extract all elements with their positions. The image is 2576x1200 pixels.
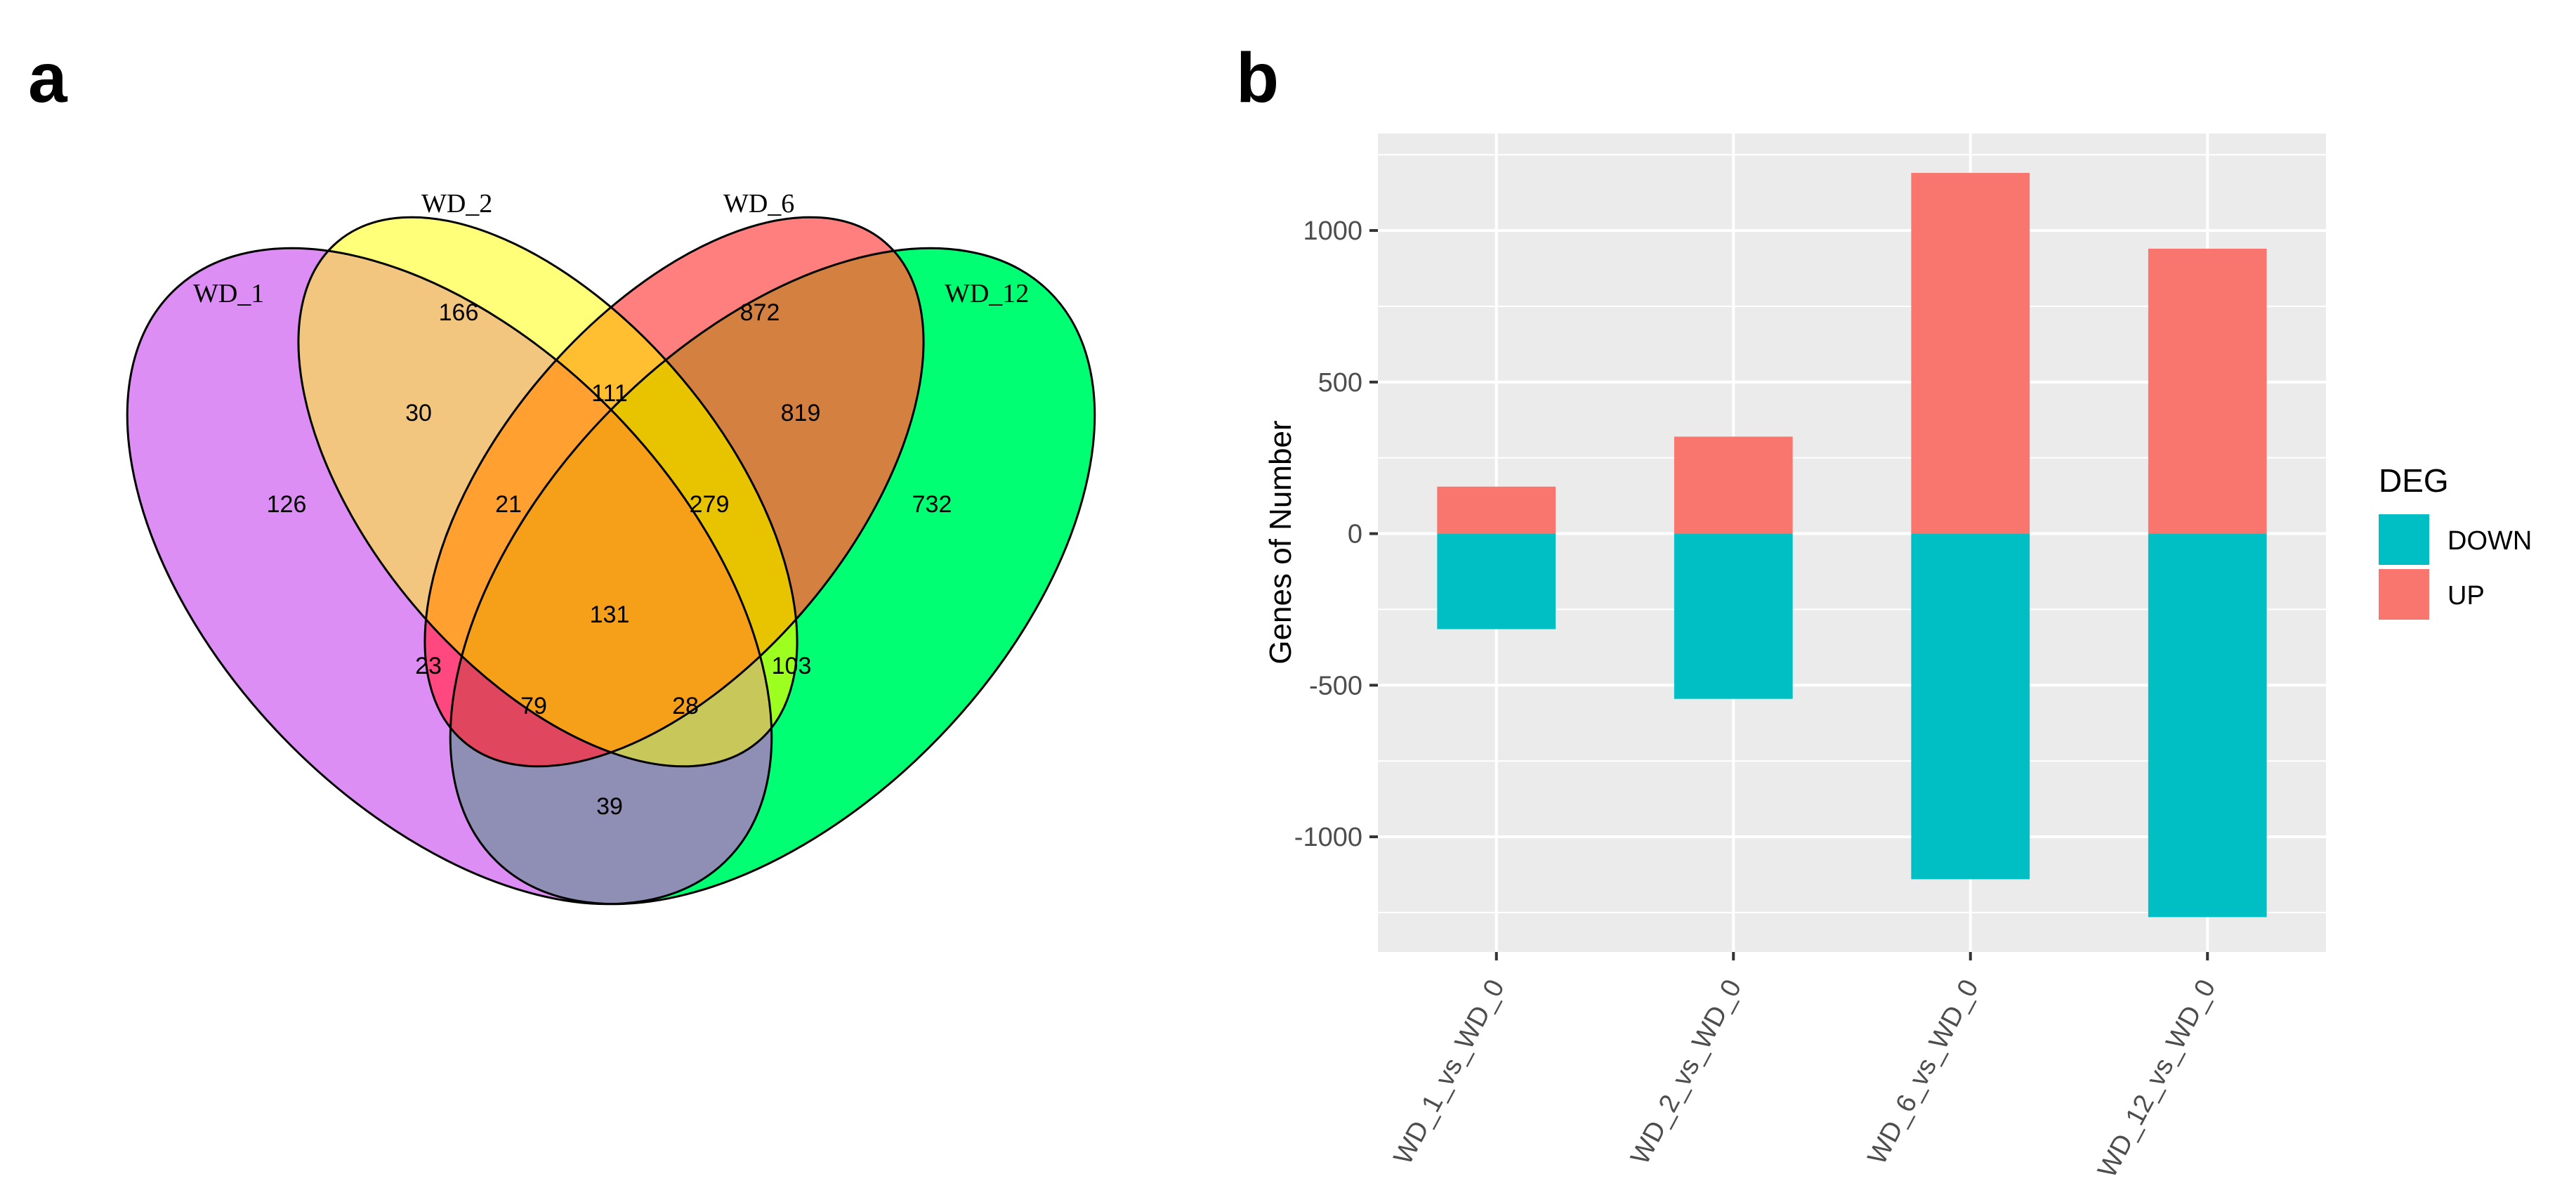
venn-diagram: WD_1 WD_2 WD_6 WD_12 126 166 872 732 30 … bbox=[126, 189, 1096, 906]
x-tick-label: WD_2_vs_WD_0 bbox=[1625, 975, 1747, 1170]
x-tick-label: WD_12_vs_WD_0 bbox=[2092, 975, 2221, 1183]
venn-set-label-wd2: WD_2 bbox=[421, 189, 492, 219]
venn-set-label-wd1: WD_1 bbox=[193, 279, 264, 308]
venn-count-only-wd1: 126 bbox=[267, 491, 307, 518]
venn-count-wd2-wd6-wd12: 279 bbox=[690, 491, 730, 518]
venn-count-only-wd6: 872 bbox=[740, 299, 780, 326]
venn-count-wd1-wd2: 30 bbox=[405, 400, 432, 426]
venn-set-label-wd12: WD_12 bbox=[945, 279, 1029, 308]
bar-up-WD_1_vs_WD_0 bbox=[1437, 486, 1556, 534]
bar-up-WD_12_vs_WD_0 bbox=[2148, 248, 2267, 534]
venn-count-wd2-wd6: 111 bbox=[591, 380, 628, 407]
legend-swatch-up bbox=[2379, 569, 2429, 620]
y-tick-label: 500 bbox=[1318, 368, 1362, 398]
y-axis-ticks: -1000 -500 0 500 1000 bbox=[1294, 216, 1378, 852]
venn-count-wd1-wd2-wd6: 21 bbox=[495, 491, 522, 518]
venn-count-only-wd12: 732 bbox=[912, 491, 952, 518]
venn-count-wd1-wd6-wd12: 79 bbox=[520, 693, 547, 719]
legend-swatch-down bbox=[2379, 514, 2429, 565]
x-tick-label: WD_6_vs_WD_0 bbox=[1862, 975, 1985, 1170]
y-tick-label: 1000 bbox=[1303, 216, 1362, 246]
y-axis-title: Genes of Number bbox=[1263, 420, 1298, 664]
x-tick-label: WD_1_vs_WD_0 bbox=[1388, 975, 1511, 1170]
x-axis-ticks: WD_1_vs_WD_0 WD_2_vs_WD_0 WD_6_vs_WD_0 WD_1… bbox=[1388, 952, 2221, 1182]
y-tick-label: -500 bbox=[1309, 671, 1362, 700]
venn-count-wd2-wd12: 103 bbox=[772, 653, 812, 679]
bar-down-WD_1_vs_WD_0 bbox=[1437, 533, 1556, 630]
bar-down-WD_6_vs_WD_0 bbox=[1911, 533, 2030, 880]
y-tick-label: -1000 bbox=[1294, 823, 1362, 852]
legend-label-down: DOWN bbox=[2447, 526, 2532, 556]
legend: DEG DOWN UP bbox=[2379, 462, 2532, 620]
venn-count-only-wd2: 166 bbox=[439, 299, 479, 326]
venn-count-wd1-wd12: 39 bbox=[596, 793, 623, 820]
bar-up-WD_6_vs_WD_0 bbox=[1911, 173, 2030, 534]
panel-label-a: a bbox=[28, 39, 68, 117]
venn-count-all-four: 131 bbox=[590, 601, 630, 628]
bar-down-WD_2_vs_WD_0 bbox=[1674, 533, 1793, 699]
bars bbox=[1437, 173, 2267, 918]
legend-title: DEG bbox=[2379, 462, 2449, 499]
venn-count-wd6-wd12: 819 bbox=[781, 400, 821, 426]
legend-label-up: UP bbox=[2447, 581, 2485, 611]
venn-count-wd1-wd6: 23 bbox=[415, 653, 442, 679]
venn-count-wd1-wd2-wd12: 28 bbox=[672, 693, 699, 719]
bar-up-WD_2_vs_WD_0 bbox=[1674, 436, 1793, 534]
panel-label-b: b bbox=[1236, 39, 1279, 117]
bar-chart: -1000 -500 0 500 1000 WD_1_vs_WD_0 WD_2_vs_WD… bbox=[1263, 133, 2532, 1182]
bar-down-WD_12_vs_WD_0 bbox=[2148, 533, 2267, 918]
venn-set-label-wd6: WD_6 bbox=[723, 189, 794, 219]
y-tick-label: 0 bbox=[1348, 520, 1362, 549]
